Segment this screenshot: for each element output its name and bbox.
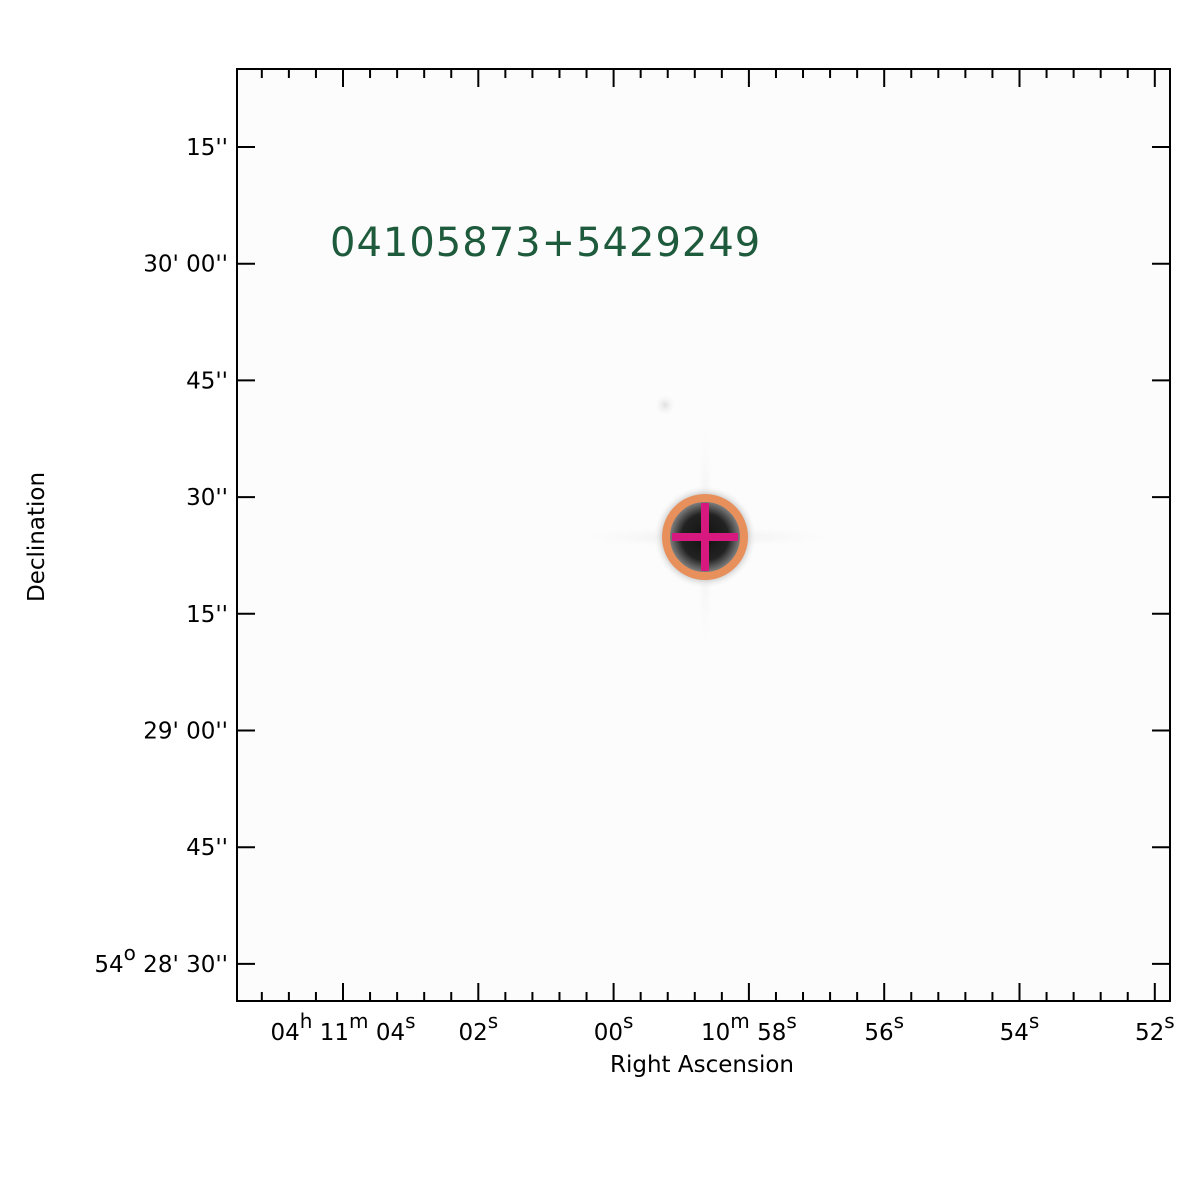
aperture-circle [662, 494, 748, 580]
x-tick-label-part: 10 [701, 1020, 730, 1046]
x-tick-label-part: 11 [312, 1020, 349, 1046]
x-tick-label-part: 00 [594, 1020, 623, 1046]
source-name: 04105873+5429249 [330, 220, 761, 266]
y-tick-label-part: 45'' [186, 835, 228, 861]
y-tick-label: 45'' [186, 835, 228, 861]
x-tick-label-part: 54 [1000, 1020, 1029, 1046]
y-tick-label-part: 28' 30'' [136, 952, 228, 978]
x-tick-label-part: s [488, 1009, 498, 1033]
plot-frame [236, 68, 1171, 1002]
axes [237, 69, 1170, 1001]
y-tick-label: 30' 00'' [143, 252, 228, 278]
y-tick-label: 54o 28' 30'' [94, 941, 228, 978]
x-tick-label-part: 56 [864, 1020, 893, 1046]
x-tick-label-part: 04 [369, 1020, 406, 1046]
y-tick-label-part: 45'' [186, 368, 228, 394]
x-tick-label-part: s [623, 1009, 633, 1033]
x-tick-label: 00s [594, 1009, 634, 1046]
x-tick-label-part: s [1029, 1009, 1039, 1033]
y-tick-label-part: o [124, 941, 136, 965]
y-tick-label-part: 30' 00'' [143, 252, 228, 278]
y-tick-label-part: 15'' [186, 135, 228, 161]
y-tick-label: 15'' [186, 135, 228, 161]
x-tick-label: 52s [1135, 1009, 1175, 1046]
x-tick-label-part: m [730, 1009, 749, 1033]
x-tick-label-part: 58 [750, 1020, 787, 1046]
x-tick-label-part: 02 [458, 1020, 487, 1046]
faint-source [653, 393, 677, 417]
x-tick-label-part: 52 [1135, 1020, 1164, 1046]
y-tick-label: 15'' [186, 602, 228, 628]
y-tick-label-part: 29' 00'' [143, 719, 228, 745]
x-tick-label: 10m 58s [701, 1009, 797, 1046]
y-axis-label: Declination [24, 472, 50, 602]
x-tick-label-part: m [349, 1009, 368, 1033]
x-axis-label: Right Ascension [610, 1052, 794, 1078]
x-tick-label-part: s [1164, 1009, 1174, 1033]
x-tick-label-part: h [300, 1009, 313, 1033]
y-tick-label: 29' 00'' [143, 719, 228, 745]
y-tick-label: 45'' [186, 368, 228, 394]
y-tick-label-part: 15'' [186, 602, 228, 628]
x-tick-label-part: 04 [270, 1020, 299, 1046]
y-tick-label-part: 30'' [186, 485, 228, 511]
y-tick-label: 30'' [186, 485, 228, 511]
y-tick-label-part: 54 [94, 952, 123, 978]
x-tick-label: 54s [1000, 1009, 1040, 1046]
x-tick-label-part: s [786, 1009, 796, 1033]
x-tick-label: 56s [864, 1009, 904, 1046]
x-tick-label-part: s [894, 1009, 904, 1033]
x-tick-label: 02s [458, 1009, 498, 1046]
x-tick-label-part: s [405, 1009, 415, 1033]
x-tick-label: 04h 11m 04s [270, 1009, 415, 1046]
